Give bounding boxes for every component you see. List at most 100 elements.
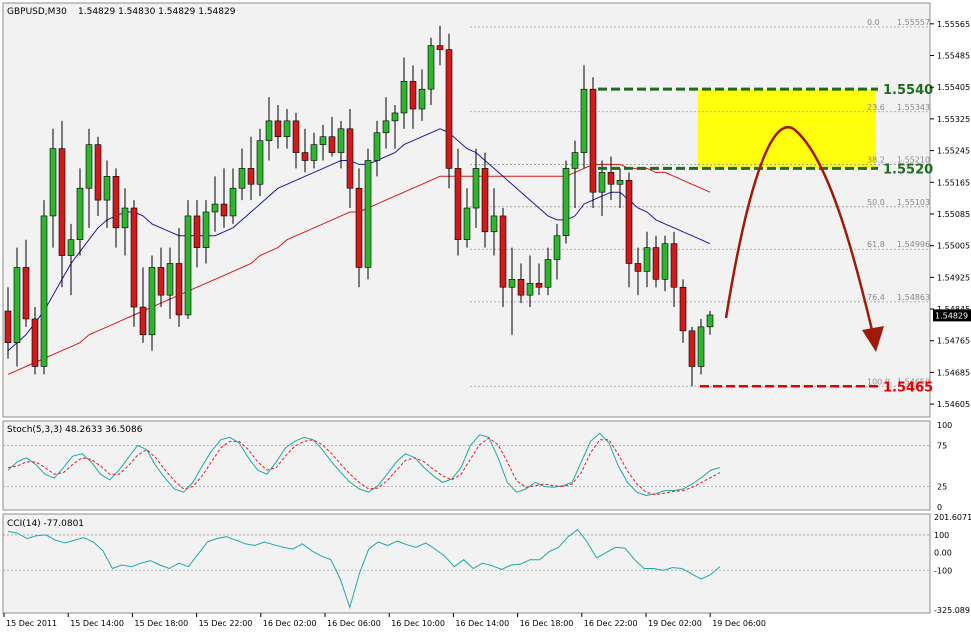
- candle-body: [85, 144, 93, 189]
- price-tick-label: 1.55405: [937, 83, 970, 92]
- candle-body: [301, 152, 309, 161]
- candle-body: [175, 263, 183, 316]
- time-tick-label: 19 Dec 02:00: [648, 619, 702, 628]
- candle-body: [490, 215, 498, 233]
- cci-line: [7, 528, 721, 610]
- candle-body: [661, 243, 669, 280]
- candle-body: [355, 187, 363, 268]
- stoch-tick-label: 75: [937, 442, 947, 451]
- candle-body: [283, 120, 291, 138]
- candle-body: [562, 168, 570, 237]
- candle-body: [328, 136, 336, 153]
- time-tick-label: 15 Dec 14:00: [70, 619, 124, 628]
- price-tick-label: 1.54765: [937, 337, 970, 346]
- candle-body: [643, 247, 651, 272]
- time-tick-label: 19 Dec 06:00: [712, 619, 766, 628]
- candle-body: [418, 88, 426, 110]
- candle-body: [652, 247, 660, 280]
- candle-body: [688, 330, 696, 367]
- candle-body: [274, 120, 282, 138]
- candle-body: [13, 267, 21, 343]
- time-tick-label: 15 Dec 18:00: [134, 619, 188, 628]
- candle-body: [373, 132, 381, 161]
- candle-body: [112, 176, 120, 229]
- price-tick-label: 1.54925: [937, 273, 970, 282]
- candle-body: [571, 152, 579, 169]
- candle-body: [463, 207, 471, 241]
- candle-body: [616, 179, 624, 185]
- price-tick-label: 1.55325: [937, 115, 970, 124]
- stoch-signal-line: [7, 437, 721, 496]
- time-tick-label: 15 Dec 2011: [6, 619, 57, 628]
- support-level-label: 1.5520: [883, 162, 933, 177]
- cci-tick-label: 100: [934, 531, 949, 540]
- fib-price-label: 1.55557: [897, 18, 930, 27]
- time-tick-label: 16 Dec 14:00: [455, 619, 509, 628]
- fib-ratio-label: 50.0: [867, 198, 885, 207]
- candle-body: [58, 148, 66, 256]
- candle-body: [382, 120, 390, 134]
- candle-body: [4, 310, 12, 343]
- time-tick-label: 15 Dec 22:00: [199, 619, 253, 628]
- stoch-tick-label: 25: [937, 483, 947, 492]
- time-tick-label: 16 Dec 10:00: [391, 619, 445, 628]
- price-tick-label: 1.55085: [937, 210, 970, 219]
- cci-pane: [2, 513, 931, 614]
- candle-body: [67, 239, 75, 256]
- candle-body: [139, 306, 147, 336]
- price-tick-label: 1.55245: [937, 147, 970, 156]
- candle-body: [94, 144, 102, 201]
- projection-arrowhead: [862, 326, 884, 352]
- candle-body: [40, 215, 48, 367]
- candle-body: [211, 203, 219, 213]
- low-level-label: 1.5465: [883, 380, 933, 395]
- candle-body: [607, 172, 615, 185]
- candle-body: [589, 88, 597, 193]
- candle-body: [319, 136, 327, 145]
- fib-price-label: 1.55343: [897, 103, 930, 112]
- candle-body: [526, 282, 534, 296]
- candle-body: [364, 160, 372, 268]
- fib-price-label: 1.55103: [897, 198, 930, 207]
- candle-body: [31, 318, 39, 367]
- candle-body: [454, 168, 462, 241]
- candle-body: [22, 267, 30, 320]
- fib-ratio-label: 23.6: [867, 103, 885, 112]
- stoch-tick-label: 0: [937, 503, 942, 512]
- stoch-main-line: [7, 432, 721, 497]
- price-tick-label: 1.55485: [937, 52, 970, 61]
- time-tick-label: 16 Dec 06:00: [327, 619, 381, 628]
- candle-body: [436, 45, 444, 50]
- cci-tick-label: -100: [934, 566, 952, 575]
- current-price-tag: [933, 309, 971, 322]
- candle-body: [103, 176, 111, 201]
- candle-body: [265, 120, 273, 141]
- candle-body: [76, 187, 84, 241]
- projection-arrow: [724, 126, 874, 331]
- candle-body: [220, 203, 228, 217]
- candle-body: [148, 267, 156, 336]
- candle-body: [130, 207, 138, 308]
- candle-body: [472, 168, 480, 209]
- candle-body: [238, 168, 246, 189]
- time-tick-label: 16 Dec 22:00: [584, 619, 638, 628]
- candle-body: [544, 259, 552, 288]
- cci-title: CCI(14) -77.0801: [7, 519, 84, 529]
- price-tick-label: 1.55005: [937, 242, 970, 251]
- candle-body: [247, 168, 255, 185]
- price-tick-label: 1.55565: [937, 20, 970, 29]
- candle-body: [193, 215, 201, 248]
- candle-body: [427, 45, 435, 90]
- candle-body: [508, 279, 516, 288]
- time-tick-label: 16 Dec 18:00: [520, 619, 574, 628]
- candle-body: [157, 267, 165, 296]
- cci-tick-label: 201.6071: [934, 513, 971, 522]
- fib-ratio-label: 100.0: [867, 377, 890, 386]
- candle-body: [481, 168, 489, 233]
- price-tick-label: 1.54605: [937, 400, 970, 409]
- resistance-level-label: 1.5540: [883, 83, 933, 98]
- fib-price-label: 1.54996: [897, 240, 930, 249]
- candle-body: [697, 326, 705, 367]
- candle-body: [580, 88, 588, 153]
